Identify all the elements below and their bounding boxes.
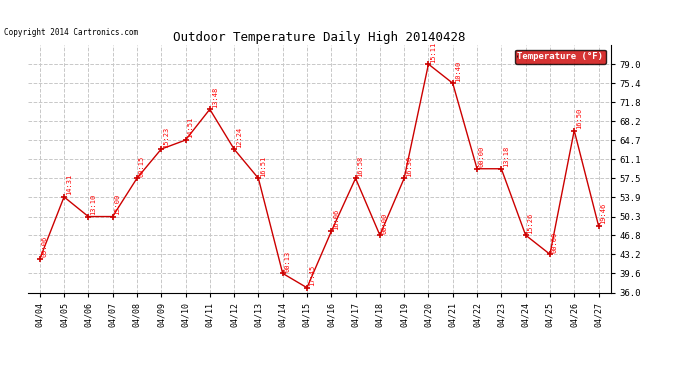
Text: 16:58: 16:58 (357, 156, 364, 177)
Text: 13:10: 13:10 (90, 194, 97, 215)
Text: 15:11: 15:11 (431, 41, 436, 63)
Text: 15:26: 15:26 (528, 212, 533, 234)
Text: 14:31: 14:31 (66, 174, 72, 195)
Text: 00:00: 00:00 (479, 146, 485, 167)
Text: 12:24: 12:24 (236, 126, 242, 147)
Text: 00:15: 00:15 (139, 156, 145, 177)
Text: 09:06: 09:06 (41, 236, 48, 258)
Text: 13:18: 13:18 (503, 146, 509, 167)
Text: 00:00: 00:00 (382, 212, 388, 234)
Text: 17:45: 17:45 (309, 265, 315, 286)
Title: Outdoor Temperature Daily High 20140428: Outdoor Temperature Daily High 20140428 (173, 31, 465, 44)
Text: 16:50: 16:50 (576, 108, 582, 129)
Text: 14:51: 14:51 (188, 117, 193, 138)
Text: 15:00: 15:00 (115, 194, 121, 215)
Text: 10:40: 10:40 (455, 60, 461, 82)
Text: 15:23: 15:23 (163, 126, 169, 147)
Text: 16:51: 16:51 (260, 156, 266, 177)
Text: 00:13: 00:13 (285, 251, 290, 272)
Text: 16:06: 16:06 (333, 209, 339, 230)
Text: 00:00: 00:00 (552, 231, 558, 253)
Text: 19:46: 19:46 (600, 203, 607, 224)
Text: 16:30: 16:30 (406, 156, 412, 177)
Legend: Temperature (°F): Temperature (°F) (515, 50, 606, 64)
Text: Copyright 2014 Cartronics.com: Copyright 2014 Cartronics.com (4, 28, 139, 37)
Text: 13:48: 13:48 (212, 86, 218, 108)
